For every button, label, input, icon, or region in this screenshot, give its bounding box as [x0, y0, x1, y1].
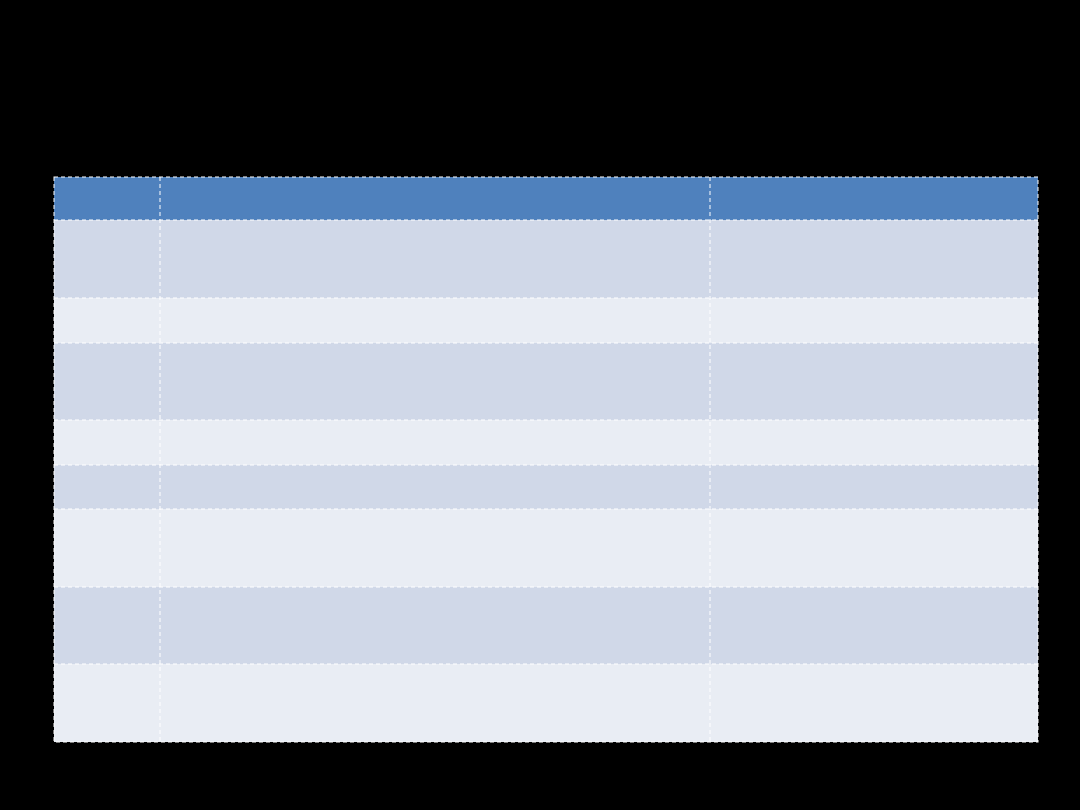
table-row [54, 343, 1038, 420]
table-border [53, 176, 1039, 743]
table-row [54, 298, 1038, 343]
table-row [54, 664, 1038, 742]
table [53, 176, 1039, 743]
table-row [54, 587, 1038, 664]
table-row [54, 465, 1038, 509]
grid-lines [53, 176, 1039, 743]
table-row [54, 509, 1038, 587]
header-row [54, 177, 1038, 220]
table-row [54, 220, 1038, 298]
table-row [54, 420, 1038, 465]
